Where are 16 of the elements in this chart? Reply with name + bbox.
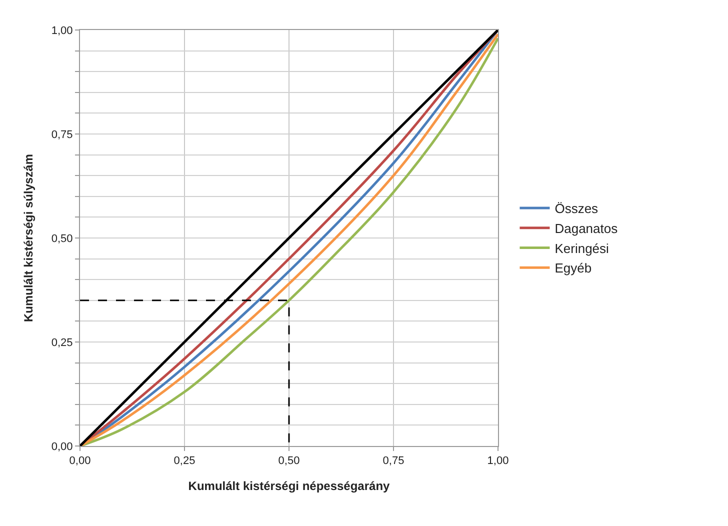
legend-label: Keringési: [554, 240, 610, 256]
y-tick-label: 1,00: [51, 24, 73, 37]
x-axis-title: Kumulált kistérségi népességarány: [188, 479, 390, 494]
y-tick-label: 0,00: [51, 440, 73, 453]
y-tick-label: 0,75: [51, 128, 73, 141]
y-axis-title: Kumulált kistérségi súlyszám: [22, 154, 36, 322]
x-tick-label: 0,00: [69, 455, 91, 468]
legend-label: Egyéb: [554, 260, 592, 276]
y-tick-label: 0,50: [51, 232, 73, 245]
legend-label: Összes: [554, 201, 599, 216]
x-tick-label: 0,25: [174, 455, 196, 468]
y-tick-label: 0,25: [51, 336, 73, 349]
x-tick-label: 0,75: [382, 455, 404, 468]
x-tick-label: 0,50: [278, 455, 300, 468]
legend-label: Daganatos: [554, 220, 618, 236]
x-tick-label: 1,00: [487, 455, 509, 468]
